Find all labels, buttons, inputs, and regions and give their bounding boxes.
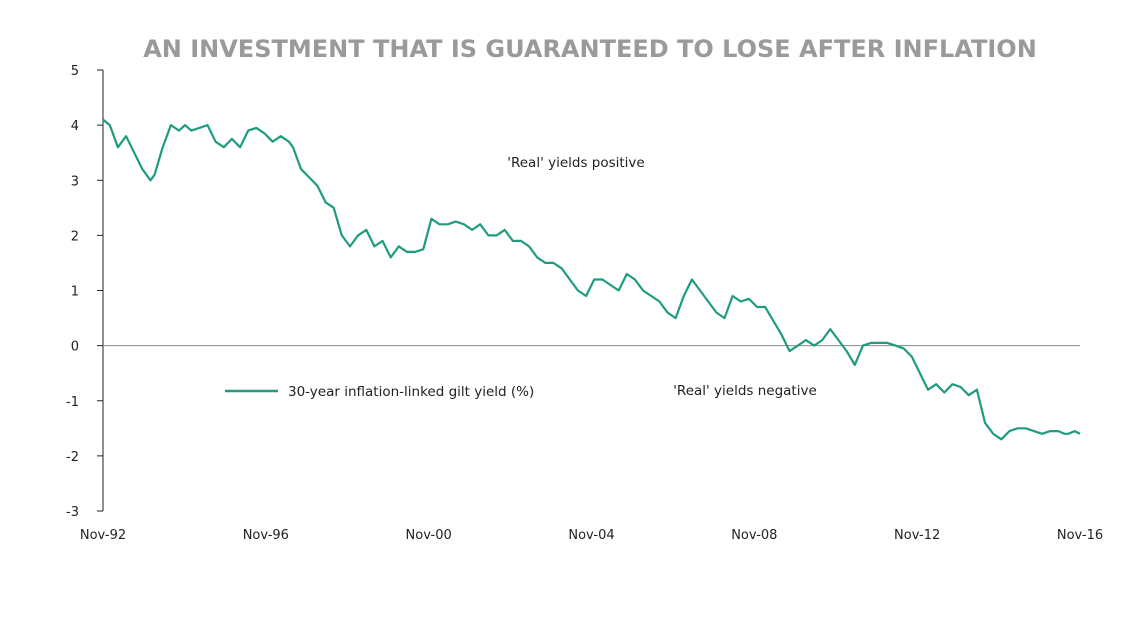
y-tick-label: -1 — [66, 395, 79, 410]
y-tick-label: 0 — [71, 340, 79, 355]
x-tick-label: Nov-04 — [568, 528, 614, 543]
chart-title: AN INVESTMENT THAT IS GUARANTEED TO LOSE… — [143, 35, 1037, 63]
series-layer — [102, 118, 1081, 441]
series-line — [102, 118, 1081, 441]
y-tick-label: 4 — [71, 119, 79, 134]
x-tick-label: Nov-00 — [406, 528, 452, 543]
y-tick-label: 5 — [71, 64, 79, 79]
y-tick-label: 1 — [71, 285, 79, 300]
x-tick-label: Nov-96 — [243, 528, 289, 543]
x-tick-label: Nov-12 — [894, 528, 940, 543]
legend: 30-year inflation-linked gilt yield (%) — [225, 384, 534, 400]
annotation-positive: 'Real' yields positive — [507, 155, 644, 171]
x-tick-label: Nov-16 — [1057, 528, 1103, 543]
y-tick-label: 2 — [71, 229, 79, 244]
legend-label: 30-year inflation-linked gilt yield (%) — [288, 384, 534, 400]
x-axis: Nov-92 Nov-96 Nov-00 Nov-04 Nov-08 Nov-12 Nov-… — [80, 528, 1103, 543]
x-tick-label: Nov-92 — [80, 528, 126, 543]
y-axis: 5 4 3 2 1 0 -1 -2 -3 — [66, 64, 104, 520]
y-tick-label: 3 — [71, 174, 79, 189]
y-tick-label: -2 — [66, 450, 79, 465]
x-tick-label: Nov-08 — [731, 528, 777, 543]
annotation-negative: 'Real' yields negative — [673, 383, 817, 399]
y-tick-label: -3 — [66, 505, 79, 520]
